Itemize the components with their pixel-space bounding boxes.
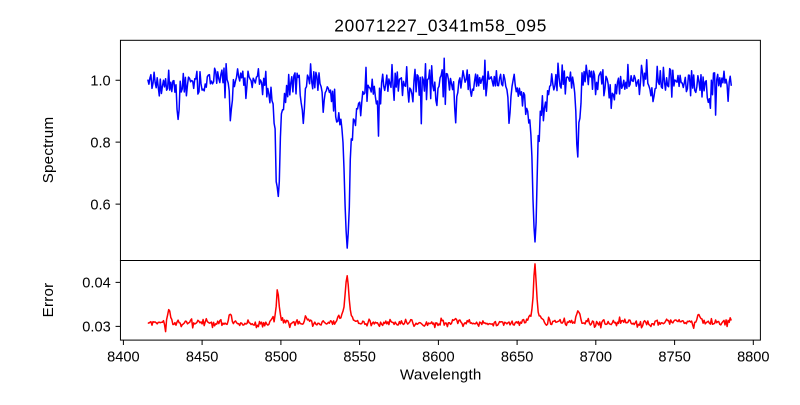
svg-text:Spectrum: Spectrum xyxy=(40,117,57,184)
svg-text:8400: 8400 xyxy=(107,349,139,365)
svg-text:8650: 8650 xyxy=(501,349,533,365)
svg-text:8700: 8700 xyxy=(580,349,612,365)
svg-text:20071227_0341m58_095: 20071227_0341m58_095 xyxy=(334,15,547,35)
svg-text:0.04: 0.04 xyxy=(82,276,110,292)
svg-text:8450: 8450 xyxy=(186,349,218,365)
svg-text:8600: 8600 xyxy=(422,349,454,365)
svg-text:Wavelength: Wavelength xyxy=(400,366,482,383)
svg-text:8750: 8750 xyxy=(658,349,690,365)
svg-text:0.03: 0.03 xyxy=(82,320,110,336)
svg-text:0.6: 0.6 xyxy=(90,197,110,213)
svg-text:Error: Error xyxy=(40,283,57,318)
svg-text:8800: 8800 xyxy=(737,349,769,365)
svg-text:0.8: 0.8 xyxy=(90,135,110,151)
svg-text:8500: 8500 xyxy=(265,349,297,365)
svg-text:8550: 8550 xyxy=(343,349,375,365)
svg-text:1.0: 1.0 xyxy=(90,74,110,90)
